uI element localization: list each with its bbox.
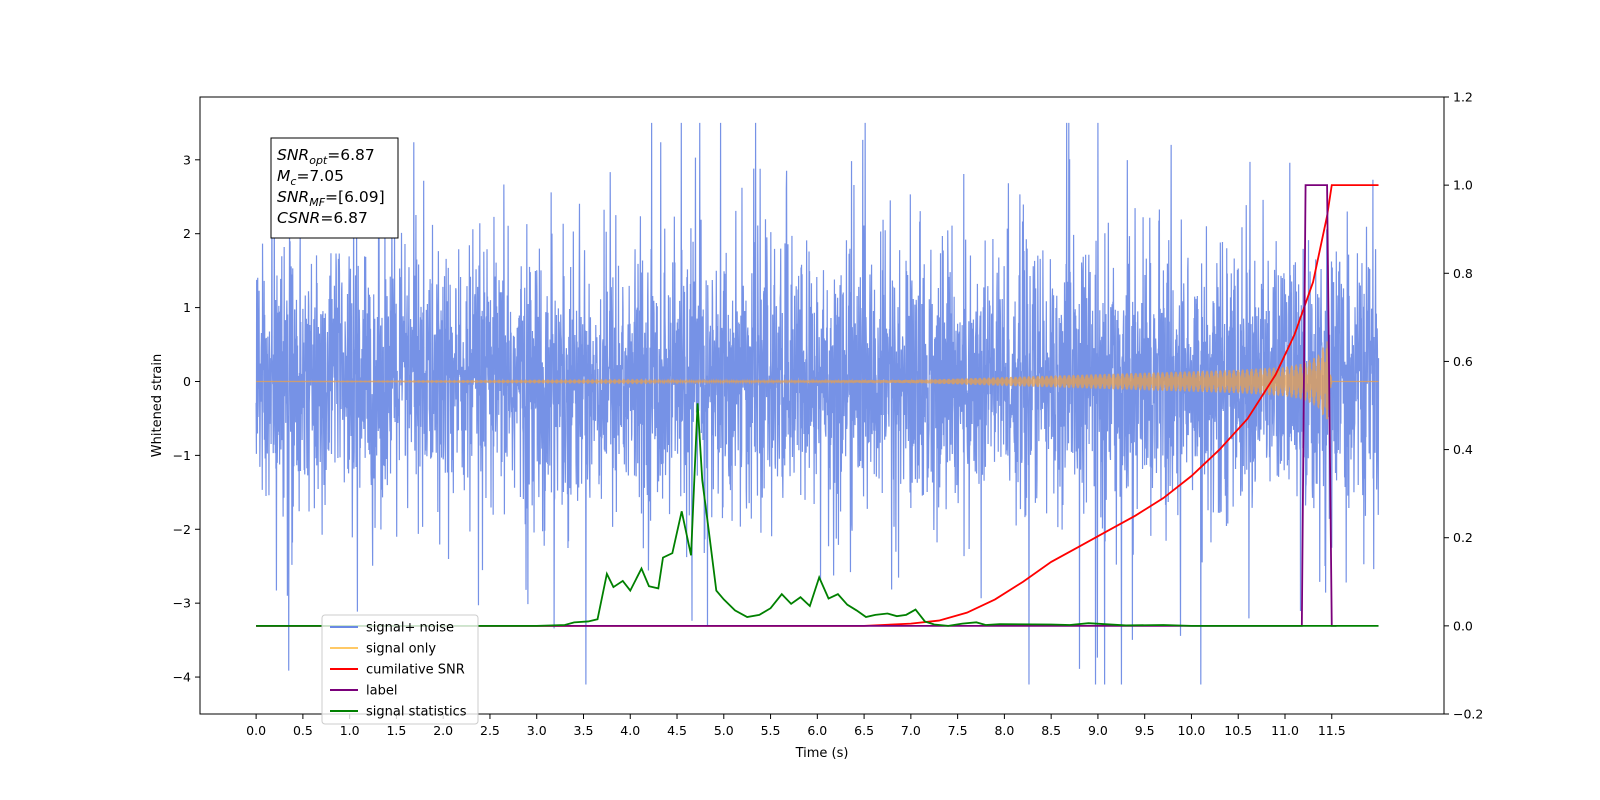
- annotation-line: SNRopt=6.87: [277, 146, 375, 167]
- legend: signal+ noise signal only cumilative SNR la…: [321, 614, 479, 725]
- x-tick-label: 4.5: [667, 723, 687, 738]
- legend-box: [321, 614, 479, 725]
- y2-tick-label: 0.0: [1453, 618, 1473, 633]
- x-axis-label: Time (s): [795, 746, 849, 761]
- x-tick-label: 8.5: [1041, 723, 1061, 738]
- legend-label: signal+ noise: [366, 621, 454, 636]
- plot-frame: [199, 96, 1445, 715]
- legend-label: cumilative SNR: [366, 663, 465, 678]
- y2-tick-label: 0.6: [1453, 354, 1473, 369]
- y2-tick-label: 0.2: [1453, 530, 1473, 545]
- x-tick-label: 6.5: [854, 723, 874, 738]
- y-tick-label: −3: [173, 596, 191, 611]
- x-tick-label: 7.0: [901, 723, 921, 738]
- x-tick-label: 3.0: [527, 723, 547, 738]
- x-tick-label: 2.0: [433, 723, 453, 738]
- y-tick-label: −4: [173, 670, 191, 685]
- series-signal-only: [256, 341, 1379, 420]
- x-tick-label: 3.5: [574, 723, 594, 738]
- series-signal-statistics: [256, 403, 1379, 627]
- y-tick-label: 2: [183, 226, 191, 241]
- annotation-box-border: [270, 137, 399, 239]
- x-tick-label: 10.5: [1224, 723, 1252, 738]
- x-tick-label: 11.5: [1318, 723, 1346, 738]
- y-tick-label: −1: [173, 448, 191, 463]
- annotation-line: Mc=7.05: [277, 167, 344, 188]
- y2-tick-label: −0.2: [1453, 707, 1483, 722]
- x-tick-label: 5.5: [761, 723, 781, 738]
- y-tick-label: 3: [183, 152, 191, 167]
- x-axis: 0.0 0.5 1.0 1.5 2.0 2.5 3.0 3.5 4.0 4.5 5.0 5.5 6.0 6…: [246, 714, 1346, 738]
- x-tick-label: 9.5: [1135, 723, 1155, 738]
- x-tick-label: 5.0: [714, 723, 734, 738]
- legend-label: signal statistics: [366, 705, 467, 720]
- y-tick-label: −2: [173, 522, 191, 537]
- series-cumilative-snr: [256, 184, 1379, 627]
- x-tick-label: 2.5: [480, 723, 500, 738]
- x-tick-label: 0.5: [293, 723, 313, 738]
- x-tick-label: 0.0: [246, 723, 266, 738]
- y2-tick-label: 0.4: [1453, 442, 1473, 457]
- y-axis-left: −4 −3 −2 −1 0 1 2 3: [173, 152, 200, 685]
- y2-tick-label: 0.8: [1453, 266, 1473, 281]
- series-signal-noise: [255, 122, 1380, 685]
- x-tick-label: 6.0: [807, 723, 827, 738]
- y-axis-right: −0.2 0.0 0.2 0.4 0.6 0.8 1.0 1.2: [1444, 90, 1483, 722]
- x-tick-label: 10.0: [1178, 723, 1206, 738]
- y-tick-label: 0: [183, 374, 191, 389]
- x-tick-label: 7.5: [948, 723, 968, 738]
- x-tick-label: 1.0: [340, 723, 360, 738]
- x-tick-label: 8.0: [994, 723, 1014, 738]
- x-tick-label: 1.5: [386, 723, 406, 738]
- annotation-line: SNRMF=[6.09]: [277, 188, 385, 209]
- plot-area: [255, 122, 1380, 685]
- legend-label: label: [366, 684, 397, 699]
- series-layer: [255, 122, 1380, 685]
- annotation-line: CSNR=6.87: [277, 209, 368, 227]
- x-tick-label: 11.0: [1271, 723, 1299, 738]
- legend-label: signal only: [366, 642, 436, 657]
- y-tick-label: 1: [183, 300, 191, 315]
- y-axis-label: Whitened strain: [150, 354, 165, 457]
- y2-tick-label: 1.0: [1453, 178, 1473, 193]
- x-tick-label: 9.0: [1088, 723, 1108, 738]
- x-tick-label: 4.0: [620, 723, 640, 738]
- y2-tick-label: 1.2: [1453, 90, 1473, 105]
